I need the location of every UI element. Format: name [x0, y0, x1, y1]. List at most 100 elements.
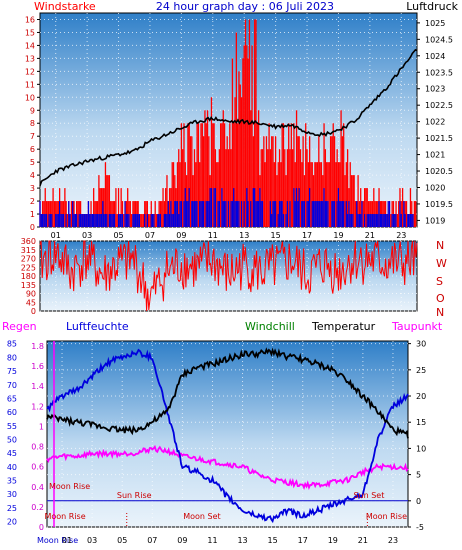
- y-tick-label-direction: 180: [21, 272, 36, 281]
- y-tick-label-direction: 90: [26, 290, 36, 299]
- y2-tick-label-pressure: 1019.5: [425, 200, 453, 209]
- y-tick-label-rain: 0.6: [31, 463, 44, 472]
- y-tick-label-wind: 4: [30, 171, 35, 180]
- label-bottom-01: 01: [62, 536, 72, 545]
- x-tick-label: 05: [113, 231, 123, 240]
- x-tick-label: 23: [396, 231, 406, 240]
- y-tick-label-temperature: 10: [416, 444, 426, 453]
- y-tick-label-direction: 135: [21, 281, 36, 290]
- y2-tick-label-pressure: 1023: [425, 85, 445, 94]
- y-tick-label-wind: 1: [30, 210, 35, 219]
- x-tick-label: 21: [365, 231, 375, 240]
- y2-tick-label-pressure: 1020: [425, 183, 445, 192]
- label-moon-set: Moon Set: [183, 512, 220, 521]
- y-tick-label-rain: 0.8: [31, 443, 44, 452]
- wind-direction-line: [39, 240, 418, 312]
- y-tick-label-rain: 1.2: [31, 402, 44, 411]
- y-tick-label-temperature: 15: [416, 418, 426, 427]
- y-tick-label-wind: 12: [25, 67, 35, 76]
- y-tick-label-humidity: 55: [7, 422, 17, 431]
- dir-label-n-top: N: [436, 239, 444, 252]
- y-tick-label-direction: 0: [31, 307, 36, 316]
- x-tick-label: 07: [145, 231, 155, 240]
- x-tick-label: 15: [271, 231, 281, 240]
- y-tick-label-direction: 45: [26, 298, 36, 307]
- y-tick-label-rain: 1: [39, 422, 44, 431]
- y-tick-label-direction: 315: [21, 246, 36, 255]
- y-tick-label-wind: 14: [25, 41, 35, 50]
- y-tick-label-wind: 11: [25, 80, 35, 89]
- legend-humidity: Luftfeuchte: [66, 320, 129, 333]
- header-left: Windstarke: [34, 0, 96, 13]
- y2-tick-label-pressure: 1019: [425, 216, 445, 225]
- y2-tick-label-pressure: 1022.5: [425, 101, 453, 110]
- x-tick-label: 15: [268, 536, 278, 545]
- legend-rain: Regen: [2, 320, 37, 333]
- x-tick-label: 03: [87, 536, 97, 545]
- x-tick-label: 11: [207, 536, 217, 545]
- x-tick-label: 09: [176, 231, 186, 240]
- dir-label-o: O: [436, 292, 445, 305]
- header-right: Luftdruck: [406, 0, 458, 13]
- humidity-line: [46, 348, 409, 524]
- y-tick-label-humidity: 85: [7, 340, 17, 349]
- label-moon-rise-bottom-left: Moon Rise: [44, 512, 85, 521]
- y2-tick-label-pressure: 1025: [425, 19, 445, 28]
- y-tick-label-wind: 9: [30, 106, 35, 115]
- x-tick-label: 05: [117, 536, 127, 545]
- dir-label-w: W: [436, 257, 447, 270]
- y-tick-label-rain: 0: [39, 523, 44, 532]
- x-tick-label: 17: [298, 536, 308, 545]
- y-tick-label-direction: 225: [21, 263, 36, 272]
- y-tick-label-humidity: 60: [7, 408, 17, 417]
- x-tick-label: 19: [333, 231, 343, 240]
- dir-label-s: S: [436, 275, 443, 288]
- y-tick-label-wind: 6: [30, 145, 35, 154]
- y-tick-label-wind: 2: [30, 197, 35, 206]
- y-tick-label-wind: 0: [30, 223, 35, 232]
- x-tick-label: 07: [147, 536, 157, 545]
- dewpoint-line: [46, 444, 409, 491]
- label-moon-rise-right: Moon Rise: [366, 512, 407, 521]
- y-tick-label-humidity: 65: [7, 394, 17, 403]
- y-tick-label-temperature: 20: [416, 392, 426, 401]
- y-tick-label-humidity: 35: [7, 477, 17, 486]
- x-tick-label: 19: [328, 536, 338, 545]
- y-tick-label-humidity: 25: [7, 504, 17, 513]
- y-tick-label-rain: 0.4: [31, 483, 44, 492]
- legend-windchill: Windchill: [245, 320, 295, 333]
- y2-tick-label-pressure: 1024: [425, 52, 445, 61]
- x-tick-label: 09: [177, 536, 187, 545]
- x-tick-label: 13: [239, 231, 249, 240]
- y-tick-label-temperature: 25: [416, 366, 426, 375]
- y2-tick-label-pressure: 1021.5: [425, 134, 453, 143]
- label-moon-rise-left: Moon Rise: [49, 482, 90, 491]
- y-tick-label-wind: 15: [25, 28, 35, 37]
- y-tick-label-direction: 360: [21, 237, 36, 246]
- x-tick-label: 11: [208, 231, 218, 240]
- header-title: 24 hour graph day : 06 Juli 2023: [156, 0, 334, 13]
- label-bottom-moon-rise: Moon Rise: [37, 536, 78, 545]
- y-tick-label-wind: 3: [30, 184, 35, 193]
- y-tick-label-wind: 7: [30, 132, 35, 141]
- y-tick-label-humidity: 70: [7, 381, 17, 390]
- y-tick-label-temperature: -5: [416, 523, 424, 532]
- y2-tick-label-pressure: 1021: [425, 151, 445, 160]
- y-tick-label-wind: 5: [30, 158, 35, 167]
- y-tick-label-humidity: 80: [7, 353, 17, 362]
- y-tick-label-humidity: 75: [7, 367, 17, 376]
- y-tick-label-wind: 8: [30, 119, 35, 128]
- direction-labels: N W S O N: [436, 239, 447, 319]
- y-tick-label-temperature: 5: [416, 471, 421, 480]
- y-tick-label-wind: 10: [25, 93, 35, 102]
- y-tick-label-humidity: 50: [7, 435, 17, 444]
- x-tick-label: 13: [237, 536, 247, 545]
- y-tick-label-humidity: 20: [7, 518, 17, 527]
- temperature-line: [46, 347, 409, 439]
- y2-tick-label-pressure: 1023.5: [425, 68, 453, 77]
- y-tick-label-humidity: 30: [7, 490, 17, 499]
- x-tick-label: 17: [302, 231, 312, 240]
- x-tick-label: 03: [82, 231, 92, 240]
- y2-tick-label-pressure: 1024.5: [425, 35, 453, 44]
